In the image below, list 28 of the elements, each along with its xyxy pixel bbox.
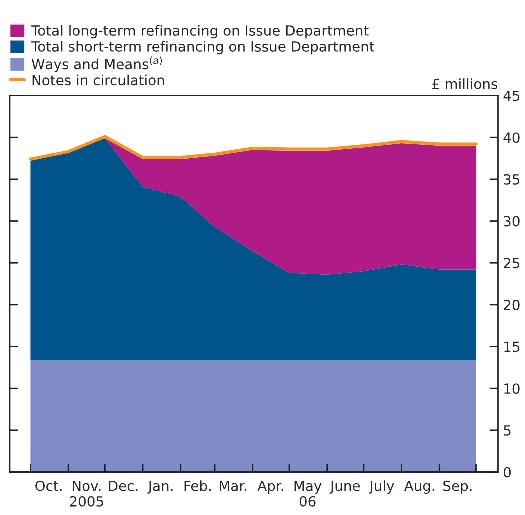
x-tick-label: Feb. [184,480,211,492]
legend-label: Total short-term refinancing on Issue Department [31,41,375,55]
y-tick-label: 10 [504,384,520,394]
line-series [29,135,478,161]
x-tick-label: Aug. [404,481,434,494]
legend-label: Total long-term refinancing on Issue Department [31,25,369,39]
x-tick-label: June [330,481,360,494]
x-tick-label: Sep. [444,480,472,494]
x-tick-label: Mar. [220,481,247,492]
x-tick-label: May 06 [294,481,322,507]
y-tick-label: 0 [504,467,511,478]
y-tick-label: 40 [504,132,520,144]
legend-label: Notes in circulation [32,74,164,86]
y-tick-label: 15 [504,342,520,352]
y-axis-title: £ millions [432,78,498,90]
x-tick-label: July [369,480,394,494]
y-tick-label: 5 [504,426,511,436]
y-tick-label: 20 [504,300,520,310]
x-tick-label: Nov. 2005 [70,481,104,507]
x-tick-label: Dec. [109,481,138,492]
x-tick-label: Jan. [148,481,173,494]
x-tick-label: Apr. [258,481,284,494]
x-tick-label: Oct. [36,480,62,492]
y-tick-label: 25 [504,258,520,269]
y-tick-label: 35 [504,174,520,185]
y-tick-label: 30 [504,216,520,227]
legend-label: Ways and Means$^{(a)}$ [32,56,162,72]
y-tick-label: 45 [504,90,520,102]
